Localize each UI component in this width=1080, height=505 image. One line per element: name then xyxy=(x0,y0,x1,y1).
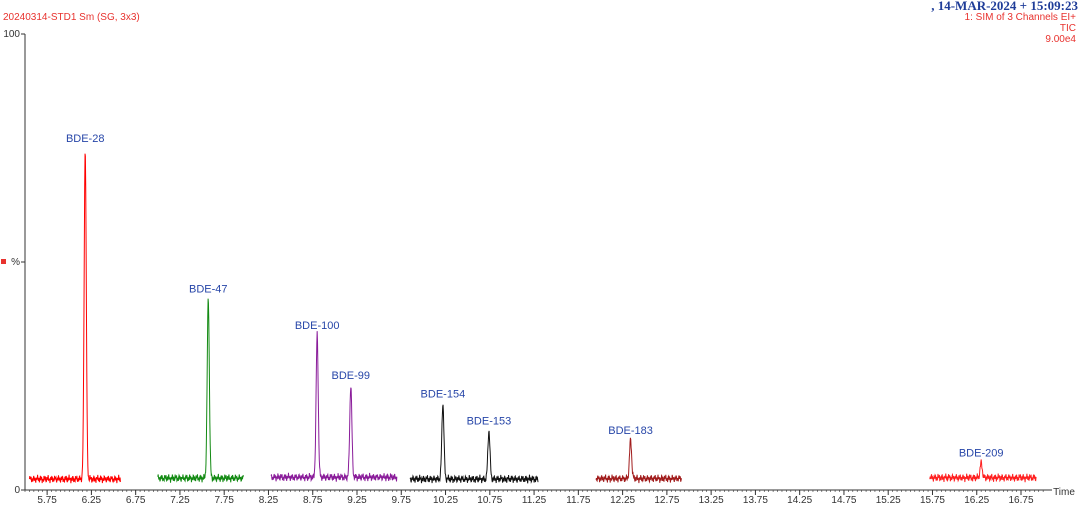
channel-description: 1: SIM of 3 Channels EI+ xyxy=(964,12,1076,23)
x-tick-label: 12.25 xyxy=(610,495,635,505)
peak-label: BDE-100 xyxy=(295,320,340,332)
x-tick-label: 10.75 xyxy=(477,495,502,505)
trace-segment xyxy=(929,459,1037,483)
scale-marker xyxy=(1,259,6,264)
peak-labels: BDE-28 BDE-47 BDE-100 BDE-99 BDE-154 BDE-153 B… xyxy=(66,133,1004,460)
peak-label: BDE-47 xyxy=(189,283,228,295)
y-tick-label: 0 xyxy=(14,485,20,496)
peak-label: BDE-183 xyxy=(608,425,653,437)
x-tick-label: 8.75 xyxy=(303,495,323,505)
acquisition-datetime: , 14-MAR-2024 + 15:09:23 xyxy=(931,0,1078,13)
y-tick-label: % xyxy=(11,257,20,268)
peak-label: BDE-154 xyxy=(421,388,466,400)
x-tick-label: 12.75 xyxy=(654,495,679,505)
x-tick-label: 10.25 xyxy=(433,495,458,505)
x-tick-label: 9.25 xyxy=(347,495,367,505)
peak-label: BDE-28 xyxy=(66,133,105,145)
x-tick-label: 11.75 xyxy=(566,495,591,505)
x-tick-label: 13.75 xyxy=(743,495,768,505)
trace-segment xyxy=(157,298,244,483)
trace-segment xyxy=(270,331,398,483)
x-axis-label: Time xyxy=(1053,487,1075,498)
x-tick-label: 9.75 xyxy=(392,495,412,505)
x-tick-label: 13.25 xyxy=(699,495,724,505)
x-tick-label: 7.25 xyxy=(170,495,190,505)
x-tick-label: 11.25 xyxy=(522,495,547,505)
x-tick-label: 14.75 xyxy=(831,495,856,505)
x-tick-label: 14.25 xyxy=(787,495,812,505)
y-tick-label: 100 xyxy=(3,29,20,40)
peak-label: BDE-153 xyxy=(467,416,512,428)
trace-type: TIC xyxy=(1059,23,1076,34)
x-tick-label: 16.75 xyxy=(1008,495,1033,505)
axes: 0% 100 5.75 6.25 6.75 7.25 7.75 8.25 8.75 9.25 9.7… xyxy=(1,29,1075,505)
x-tick-label: 15.75 xyxy=(920,495,945,505)
x-tick-label: 15.25 xyxy=(876,495,901,505)
sample-id: 20240314-STD1 Sm (SG, 3x3) xyxy=(3,12,140,23)
x-tick-label: 6.25 xyxy=(82,495,102,505)
trace-segment xyxy=(28,153,121,484)
x-tick-label: 5.75 xyxy=(37,495,57,505)
peak-label: BDE-209 xyxy=(959,448,1004,460)
intensity-scale: 9.00e4 xyxy=(1045,34,1076,45)
peak-label: BDE-99 xyxy=(332,370,371,382)
traces xyxy=(28,153,1037,484)
x-tick-label: 8.25 xyxy=(259,495,279,505)
x-tick-label: 7.75 xyxy=(214,495,234,505)
x-tick-label: 16.25 xyxy=(964,495,989,505)
x-tick-label: 6.75 xyxy=(126,495,146,505)
trace-segment xyxy=(595,437,682,484)
trace-segment xyxy=(409,404,539,484)
